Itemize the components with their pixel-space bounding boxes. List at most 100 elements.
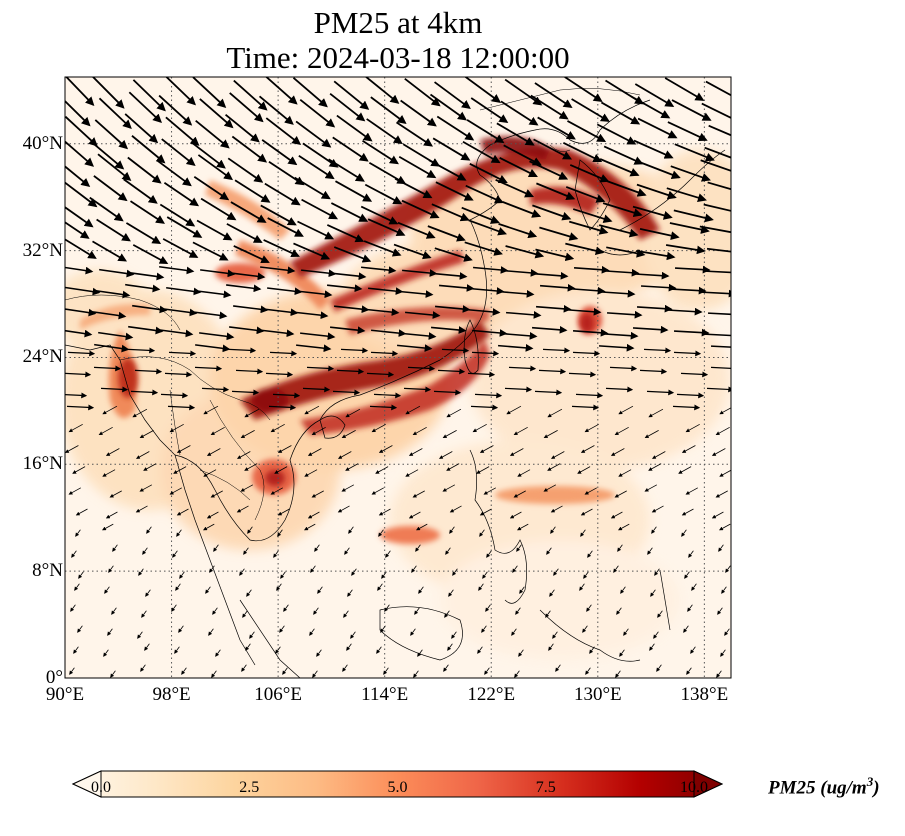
wind-arrow (447, 643, 453, 651)
wind-arrow (511, 628, 517, 636)
wind-arrow (226, 223, 263, 243)
wind-arrow (366, 118, 403, 145)
wind-arrow (369, 404, 398, 411)
wind-arrow (201, 386, 230, 393)
wind-arrow (673, 209, 714, 223)
wind-arrow (213, 544, 219, 552)
wind-arrow (402, 269, 438, 277)
wind-arrow (644, 484, 658, 492)
wind-arrow (687, 604, 693, 612)
wind-arrow (640, 161, 681, 179)
wind-arrow (498, 223, 538, 239)
wind-arrow (646, 389, 675, 396)
wind-arrow (429, 93, 467, 121)
wind-arrow (403, 386, 432, 393)
wind-arrow (192, 241, 229, 261)
wind-arrow (407, 365, 436, 372)
wind-arrow (199, 332, 235, 341)
wind-arrow (332, 389, 361, 396)
wind-arrow (206, 511, 219, 519)
wind-arrow (65, 329, 93, 338)
wind-arrow (240, 430, 255, 439)
wind-arrow (571, 98, 610, 122)
wind-arrow (275, 646, 281, 654)
wind-arrow (672, 404, 701, 411)
wind-arrow (632, 325, 669, 334)
wind-arrow (91, 310, 127, 320)
wind-arrow (296, 344, 332, 353)
wind-arrow (246, 589, 252, 597)
wind-arrow (703, 203, 731, 212)
wind-arrow (244, 463, 258, 471)
wind-arrow (609, 365, 638, 372)
wind-arrow (364, 308, 400, 316)
wind-arrow (268, 161, 305, 186)
wind-arrow (496, 122, 535, 146)
wind-arrow (644, 430, 659, 439)
wind-arrow (685, 487, 698, 495)
wind-arrow (371, 423, 386, 433)
wind-arrow (404, 77, 441, 107)
map-title-line2: Time: 2024-03-18 12:00:00 (226, 40, 570, 75)
wind-arrow (691, 583, 697, 591)
wind-arrow (327, 284, 363, 293)
wind-arrow (513, 490, 526, 498)
wind-arrow (435, 181, 474, 201)
wind-arrow (107, 628, 113, 636)
wind-arrow (173, 466, 187, 474)
wind-arrow (477, 646, 483, 654)
wind-arrow (481, 625, 487, 633)
wind-arrow (71, 550, 77, 558)
wind-arrow (603, 145, 644, 165)
wind-arrow (585, 667, 591, 675)
wind-arrow (428, 159, 467, 181)
wind-arrow (706, 386, 731, 393)
wind-arrow (400, 99, 437, 127)
wind-arrow (437, 368, 466, 375)
wind-arrow (614, 426, 629, 436)
wind-arrow (431, 326, 467, 334)
wind-arrow (572, 328, 609, 337)
wind-arrow (192, 311, 228, 320)
wind-arrow (580, 529, 586, 537)
wind-arrow (617, 544, 623, 552)
wind-arrow (293, 242, 331, 260)
wind-arrow (587, 550, 593, 558)
wind-arrow (586, 604, 592, 612)
wind-arrow (711, 511, 724, 519)
wind-arrow (667, 121, 708, 141)
wind-arrow (344, 547, 350, 555)
wind-arrow (700, 289, 731, 298)
wind-arrow (378, 529, 384, 537)
wind-arrow (241, 664, 247, 672)
wind-arrow (260, 266, 296, 275)
wind-arrow (610, 511, 623, 519)
colorbar-label-sup: 3 (866, 774, 874, 789)
wind-arrow (142, 547, 148, 555)
wind-arrow (342, 664, 348, 672)
wind-arrow (555, 664, 561, 672)
wind-arrow (72, 466, 86, 474)
wind-arrow (508, 365, 537, 372)
wind-arrow (651, 451, 666, 459)
wind-arrow (383, 667, 389, 675)
wind-arrow (531, 325, 568, 334)
wind-arrow (191, 141, 226, 169)
wind-arrow (464, 308, 501, 316)
wind-arrow (720, 649, 726, 657)
wind-arrow (538, 368, 567, 375)
wind-arrow (466, 119, 505, 144)
y-tick-label: 8°N (32, 560, 63, 582)
wind-arrow (65, 286, 101, 296)
wind-arrow (664, 77, 705, 101)
colorbar-tick-label: 10.0 (680, 779, 708, 796)
wind-arrow (329, 92, 366, 122)
wind-arrow (137, 631, 143, 639)
wind-arrow (350, 631, 356, 639)
wind-arrow (552, 631, 558, 639)
wind-arrow (548, 643, 554, 651)
wind-arrow (443, 664, 449, 672)
wind-arrow (468, 287, 505, 295)
wind-arrow (688, 550, 694, 558)
wind-arrow (471, 350, 500, 357)
